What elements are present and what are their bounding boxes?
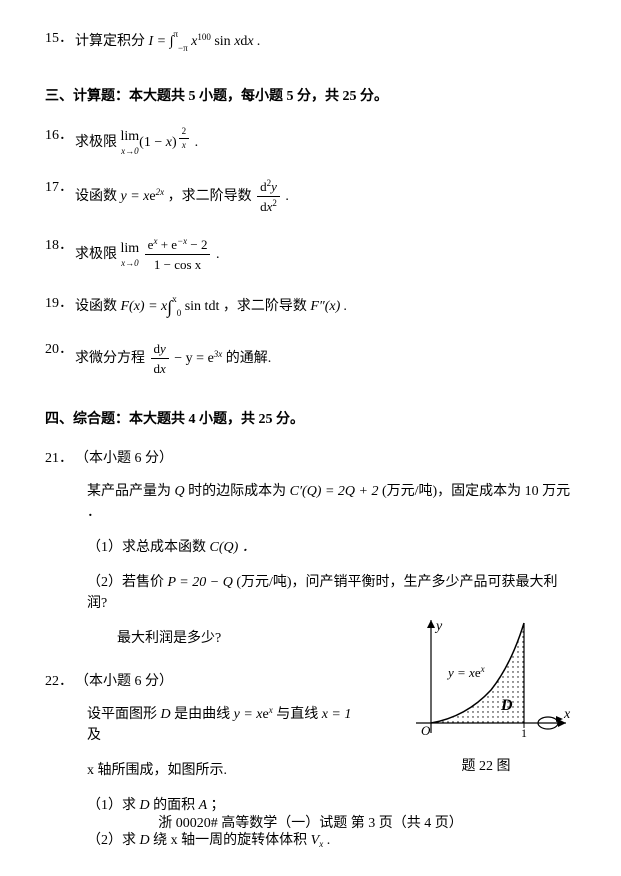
problem-text: 设函数 F(x) = x∫x0 sin tdt ，求二阶导数 F″(x) . <box>75 293 576 321</box>
section-3-header: 三、计算题：本大题共 5 小题，每小题 5 分，共 25 分。 <box>45 86 576 107</box>
problem-text: 求微分方程 dy dx − y = e3x 的通解. <box>75 339 576 379</box>
problem-number: 16． <box>45 125 75 146</box>
problem-text: 设函数 y = xe2x ，求二阶导数 d2y dx2 . <box>75 177 576 217</box>
dy-dx: dy dx <box>151 339 169 379</box>
lim: lim x→0 <box>121 238 140 271</box>
y-axis-label: y <box>434 619 443 634</box>
problem-number: 22． <box>45 671 75 692</box>
exponent: 2x <box>177 133 192 143</box>
p22-line1: 设平面图形 D 是由曲线 y = xex 与直线 x = 1 及 <box>87 704 365 746</box>
fraction: d2y dx2 <box>257 177 280 217</box>
origin-label: O <box>421 723 431 738</box>
problem-16: 16． 求极限 lim x→0 (1 − x)2x . <box>45 125 576 159</box>
problem-20: 20． 求微分方程 dy dx − y = e3x 的通解. <box>45 339 576 379</box>
p21-line1: 某产品产量为 Q 时的边际成本为 C′(Q) = 2Q + 2 (万元/吨)，固… <box>87 481 576 523</box>
p21-line3: （2）若售价 P = 20 − Q (万元/吨)，问产销平衡时，生产多少产品可获… <box>87 572 576 614</box>
equation: I = ∫π−π x100 sin xdx . <box>149 34 261 49</box>
problem-15: 15． 计算定积分 I = ∫π−π x100 sin xdx . <box>45 28 576 56</box>
x-axis-label: x <box>563 707 571 722</box>
problem-text: 求极限 lim x→0 (1 − x)2x . <box>75 125 576 159</box>
equation: lim x→0 (1 − x)2x <box>121 135 195 150</box>
problem-17: 17． 设函数 y = xe2x ，求二阶导数 d2y dx2 . <box>45 177 576 217</box>
curve-eq: y = xex <box>234 707 273 722</box>
lim: lim x→0 <box>121 126 140 159</box>
eq: y = xe2x <box>121 189 165 204</box>
problem-number: 17． <box>45 177 75 198</box>
figure-caption: 题 22 图 <box>396 756 576 777</box>
equation: lim x→0 ex + e−x − 2 1 − cos x <box>121 247 216 262</box>
region-D-label: D <box>500 697 513 714</box>
page-footer: 浙 00020# 高等数学（一）试题 第 3 页（共 4 页） <box>0 813 621 834</box>
equation: F(x) = x∫x0 sin tdt <box>121 299 223 314</box>
figure-22: y x O 1 D y = xex 题 22 图 <box>396 615 576 770</box>
problem-text: 计算定积分 I = ∫π−π x100 sin xdx . <box>75 28 576 56</box>
fraction: ex + e−x − 2 1 − cos x <box>145 235 211 275</box>
problem-number: 19． <box>45 293 75 314</box>
section-4-header: 四、综合题：本大题共 4 小题，共 25 分。 <box>45 409 576 430</box>
problem-text: 求极限 lim x→0 ex + e−x − 2 1 − cos x . <box>75 235 576 275</box>
p22-line2: x 轴所围成，如图所示. <box>87 760 365 781</box>
eq-mid: − y = e3x <box>174 351 222 366</box>
problem-number: 18． <box>45 235 75 256</box>
problem-number: 20． <box>45 339 75 360</box>
curve-label: y = xex <box>446 664 485 680</box>
figure-svg: y x O 1 D y = xex <box>396 615 576 745</box>
problem-number: 15． <box>45 28 75 49</box>
one-label: 1 <box>521 726 527 740</box>
p21-line2: （1）求总成本函数 C(Q) ． <box>87 537 576 558</box>
problem-18: 18． 求极限 lim x→0 ex + e−x − 2 1 − cos x . <box>45 235 576 275</box>
text: 计算定积分 <box>75 34 149 49</box>
problem-head: （本小题 6 分） <box>75 448 576 469</box>
problem-number: 21． <box>45 448 75 469</box>
problem-19: 19． 设函数 F(x) = x∫x0 sin tdt ，求二阶导数 F″(x)… <box>45 293 576 321</box>
problem-21: 21． （本小题 6 分） <box>45 448 576 469</box>
